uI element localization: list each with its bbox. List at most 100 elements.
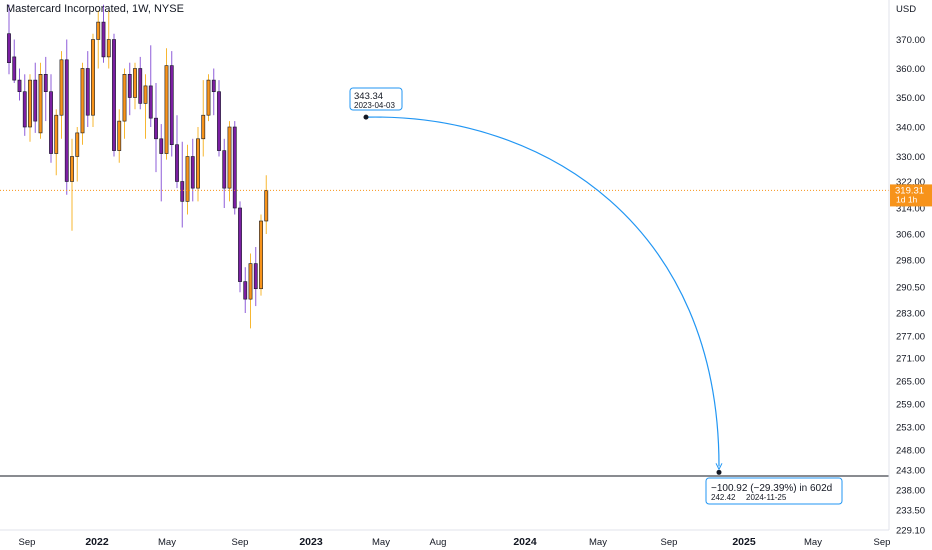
end-date: 2024-11-25 [746, 493, 787, 502]
chart-title: Mastercard Incorporated, 1W, NYSE [6, 3, 184, 15]
candle-body [238, 207, 242, 282]
candle-body [232, 126, 237, 209]
candle-body [106, 39, 111, 58]
candle-body [159, 138, 164, 154]
candle-body [7, 33, 11, 64]
candle-body [175, 144, 179, 182]
candle-body [201, 114, 206, 140]
y-tick-label: 360.00 [896, 64, 925, 75]
y-tick-label: 298.00 [896, 256, 925, 267]
x-tick-label: 2022 [85, 536, 109, 548]
candles-layer [7, 4, 269, 329]
x-tick-label: Sep [19, 537, 36, 548]
candle-body [154, 117, 158, 140]
candle-body [259, 220, 263, 290]
x-tick-label: 2023 [299, 536, 323, 548]
candle-body [243, 281, 248, 300]
candle-body [112, 39, 116, 151]
x-tick-label: May [804, 537, 822, 548]
projection-arc[interactable] [365, 116, 720, 467]
x-tick-label: Aug [430, 537, 447, 548]
y-tick-label: 322.00 [896, 177, 925, 188]
time-axis[interactable]: Sep 2022 May Sep 2023 May Aug 2024 May Sep 2025 May… [0, 529, 891, 548]
y-tick-label: 248.00 [896, 446, 925, 457]
x-tick-labels: Sep 2022 May Sep 2023 May Aug 2024 May Sep 2025 May… [19, 536, 891, 548]
y-tick-label: 243.00 [896, 466, 925, 477]
start-label[interactable]: 343.34 2023-04-03 [349, 87, 403, 111]
change-text: −100.92 (−29.39%) in 602d [711, 483, 832, 494]
candle-body [43, 74, 48, 93]
candle-body [217, 91, 221, 151]
candle-body [133, 68, 137, 98]
candle-body [59, 59, 64, 116]
projection-start-point[interactable] [363, 114, 369, 120]
candle-body [264, 190, 269, 222]
projection-end-point[interactable] [716, 469, 722, 475]
y-tick-label: 277.00 [896, 332, 925, 343]
candle-body [148, 85, 153, 119]
x-tick-label: May [158, 537, 176, 548]
y-tick-label: 253.00 [896, 423, 925, 434]
candle-body [64, 59, 69, 182]
y-tick-label: 306.00 [896, 230, 925, 241]
candle-body [169, 65, 174, 145]
candle-body [185, 156, 190, 202]
candle-body [211, 79, 216, 92]
price-axis[interactable]: USD 370.00 360.00 350.00 340.00 330.00 322.00… [888, 0, 925, 537]
candle-body [70, 156, 74, 182]
candle-body [190, 156, 195, 189]
candle-body [143, 85, 148, 104]
candle-body [117, 120, 122, 151]
x-tick-label: May [589, 537, 607, 548]
y-tick-label: 265.00 [896, 377, 925, 388]
candle-body [222, 150, 227, 189]
y-tick-label: 283.00 [896, 309, 925, 320]
candle-body [164, 65, 169, 154]
y-tick-label: 340.00 [896, 123, 925, 134]
candle-body [38, 74, 43, 134]
price-tag-countdown: 1d 1h [896, 194, 918, 204]
y-tick-label: 330.00 [896, 152, 925, 163]
candle-body [75, 132, 80, 157]
candle-body [101, 21, 106, 58]
start-price: 343.34 [354, 91, 383, 102]
x-tick-label: Sep [874, 537, 891, 548]
candle-body [33, 79, 38, 122]
price-tag-value: 319.31 [895, 185, 924, 196]
candle-body [28, 79, 32, 128]
y-tick-label: 238.00 [896, 486, 925, 497]
candle-body [122, 74, 127, 122]
candle-body [196, 138, 200, 189]
candle-body [253, 263, 258, 290]
price-tag: 319.31 1d 1h [890, 184, 932, 207]
x-tick-label: 2024 [513, 536, 537, 548]
symbol-title: Mastercard Incorporated, 1W, NYSE [6, 3, 184, 15]
x-tick-label: Sep [232, 537, 249, 548]
y-tick-label: 314.00 [896, 204, 925, 215]
candle-body [91, 39, 95, 116]
candle-body [49, 91, 53, 154]
candle-body [54, 114, 59, 154]
y-tick-label: 233.50 [896, 506, 925, 517]
candle-body [22, 91, 27, 128]
arrow-head-icon [715, 463, 723, 471]
candle-body [138, 68, 143, 104]
x-tick-label: May [372, 537, 390, 548]
currency-label: USD [896, 4, 916, 15]
y-tick-label: 229.10 [896, 526, 925, 537]
candle-body [17, 79, 22, 92]
end-price: 242.42 [711, 493, 736, 502]
y-tick-label: 350.00 [896, 93, 925, 104]
y-tick-labels: 370.00 360.00 350.00 340.00 330.00 322.00 314.… [896, 35, 925, 537]
x-tick-label: Sep [661, 537, 678, 548]
start-date: 2023-04-03 [354, 101, 395, 110]
candle-body [96, 21, 101, 40]
end-label[interactable]: −100.92 (−29.39%) in 602d 242.42 2024-11… [705, 477, 843, 505]
candle-body [180, 181, 185, 202]
candle-body [80, 68, 85, 134]
candle-body [227, 126, 232, 189]
y-tick-label: 259.00 [896, 400, 925, 411]
x-tick-label: 2025 [732, 536, 756, 548]
candle-body [12, 56, 17, 81]
